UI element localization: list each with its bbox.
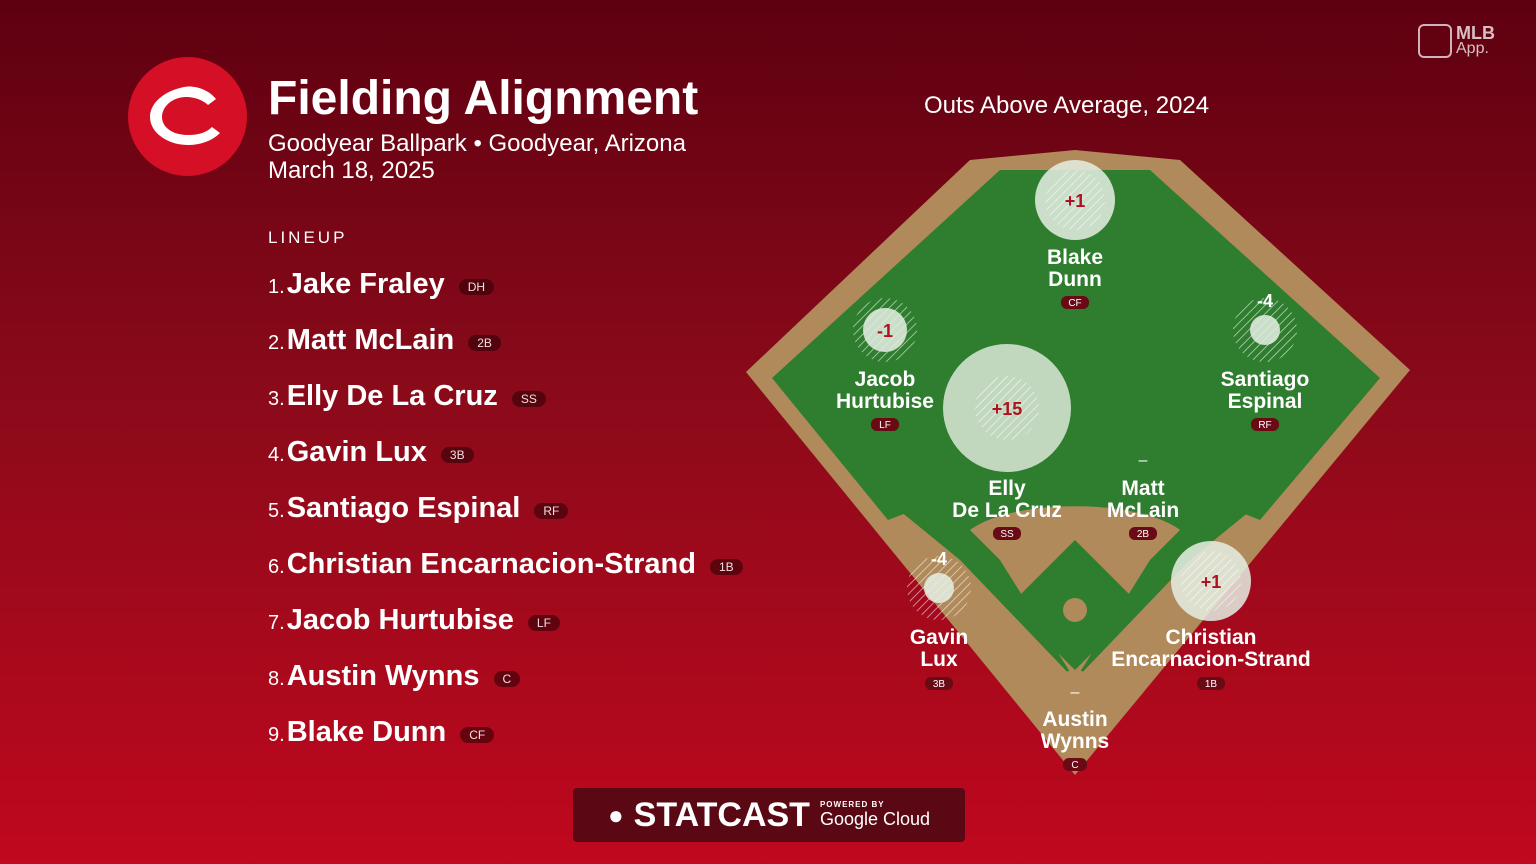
lineup-item: 4. Gavin Lux 3B [268, 424, 743, 480]
lineup-item: 7. Jacob Hurtubise LF [268, 592, 743, 648]
lineup-item: 1. Jake Fraley DH [268, 256, 743, 312]
oaa-value: -1 [877, 321, 893, 341]
lineup-number: 5. [268, 499, 285, 522]
fielder-position: SS [1000, 529, 1014, 540]
lineup-item: 9. Blake Dunn CF [268, 704, 743, 760]
field-title: Outs Above Average, 2024 [924, 92, 1210, 119]
oaa-value: -4 [931, 549, 947, 569]
venue-subtitle: Goodyear Ballpark • Goodyear, Arizona [268, 130, 686, 157]
fielder-position: RF [1258, 420, 1271, 431]
fielder-rf: -4 Santiago Espinal RF [1221, 291, 1310, 431]
fielder-1b: +1 Christian Encarnacion-Strand 1B [1111, 541, 1311, 690]
fielder-last-name: Wynns [1041, 730, 1109, 753]
pitchers-mound [1063, 598, 1087, 622]
fielder-last-name: Encarnacion-Strand [1111, 648, 1311, 671]
fielder-2b: – Matt McLain 2B [1107, 452, 1179, 540]
lineup-number: 4. [268, 443, 285, 466]
lineup-number: 1. [268, 275, 285, 298]
fielder-last-name: Espinal [1228, 390, 1303, 413]
lineup-item: 6. Christian Encarnacion-Strand 1B [268, 536, 743, 592]
fielder-position: 1B [1205, 679, 1218, 690]
lineup-number: 6. [268, 555, 285, 578]
fielder-last-name: Hurtubise [836, 390, 934, 413]
fielder-first-name: Santiago [1221, 368, 1310, 391]
mlb-batter-icon: ● [607, 799, 624, 830]
fielder-last-name: Dunn [1048, 268, 1102, 291]
statcast-wordmark: STATCAST [633, 795, 810, 834]
fielder-3b: -4 Gavin Lux 3B [907, 549, 971, 690]
lineup-number: 9. [268, 723, 285, 746]
lineup-number: 7. [268, 611, 285, 634]
oaa-value: -4 [1257, 291, 1273, 311]
fielder-position: LF [879, 420, 891, 431]
google-cloud-label: Google Cloud [819, 809, 931, 829]
lineup-player-name: Jake Fraley [286, 267, 445, 300]
lineup-heading: LINEUP [268, 228, 348, 247]
lineup-item: 8. Austin Wynns C [268, 648, 743, 704]
oaa-value: – [1071, 684, 1080, 701]
fielder-first-name: Blake [1047, 246, 1103, 269]
reds-logo [128, 57, 247, 176]
fielder-cf: +1 Blake Dunn CF [1035, 160, 1115, 309]
lineup-player-name: Santiago Espinal [286, 491, 521, 524]
position-badge: 2B [468, 335, 501, 351]
fielder-last-name: McLain [1107, 499, 1179, 522]
lineup-player-name: Christian Encarnacion-Strand [286, 547, 696, 580]
position-badge: DH [458, 279, 495, 295]
mlb-app-top: MLB [1456, 23, 1495, 43]
lineup-number: 3. [268, 387, 285, 410]
statcast-banner: ● STATCAST POWERED BY Google Cloud [573, 788, 965, 842]
lineup-player-name: Matt McLain [286, 323, 455, 356]
mlb-app-logo: MLB App. [1418, 24, 1495, 58]
mlb-app-bottom: App. [1456, 40, 1489, 57]
oaa-value: – [1139, 452, 1148, 469]
fielder-last-name: De La Cruz [952, 499, 1062, 522]
fielder-c: – Austin Wynns C [1041, 684, 1109, 771]
reds-c-logo-icon [150, 86, 220, 145]
oaa-value: +1 [1201, 572, 1222, 592]
fielder-position: 2B [1137, 529, 1150, 540]
home-plate-area [1053, 670, 1097, 714]
game-date: March 18, 2025 [268, 157, 435, 184]
fielder-lf: -1 Jacob Hurtubise LF [836, 298, 934, 431]
oaa-value: +1 [1065, 191, 1086, 211]
fielder-first-name: Austin [1042, 708, 1107, 731]
lineup-item: 5. Santiago Espinal RF [268, 480, 743, 536]
lineup-number: 2. [268, 331, 285, 354]
position-badge: 1B [710, 559, 743, 575]
fielder-position: 3B [933, 679, 946, 690]
position-badge: 3B [440, 447, 474, 463]
position-badge: RF [534, 503, 569, 519]
position-badge: C [493, 671, 521, 687]
position-badge: CF [460, 727, 495, 743]
lineup-list: 1. Jake Fraley DH 2. Matt McLain 2B 3. Elly D… [268, 256, 743, 760]
fielder-first-name: Christian [1165, 626, 1256, 649]
position-badge: SS [511, 391, 546, 407]
mlb-logo-icon [1418, 24, 1452, 58]
fielder-first-name: Elly [988, 477, 1026, 500]
lineup-item: 3. Elly De La Cruz SS [268, 368, 743, 424]
lineup-item: 2. Matt McLain 2B [268, 312, 743, 368]
page-title: Fielding Alignment [268, 72, 699, 125]
fielder-ss: +15 Elly De La Cruz SS [943, 344, 1071, 540]
oaa-value: +15 [992, 399, 1023, 419]
fielder-position: CF [1068, 298, 1081, 309]
fielder-first-name: Jacob [855, 368, 916, 391]
fielder-last-name: Lux [920, 648, 958, 671]
fielder-position: C [1071, 760, 1078, 771]
outfield-grass [772, 170, 1380, 685]
powered-by-label: POWERED BY [819, 800, 885, 809]
position-badge: LF [527, 615, 560, 631]
fielder-first-name: Gavin [910, 626, 968, 649]
lineup-number: 8. [268, 667, 285, 690]
lineup-player-name: Jacob Hurtubise [286, 603, 514, 636]
fielder-first-name: Matt [1121, 477, 1164, 500]
lineup-player-name: Gavin Lux [286, 435, 427, 468]
lineup-player-name: Elly De La Cruz [286, 379, 498, 412]
lineup-player-name: Blake Dunn [286, 715, 447, 748]
lineup-player-name: Austin Wynns [286, 659, 480, 692]
